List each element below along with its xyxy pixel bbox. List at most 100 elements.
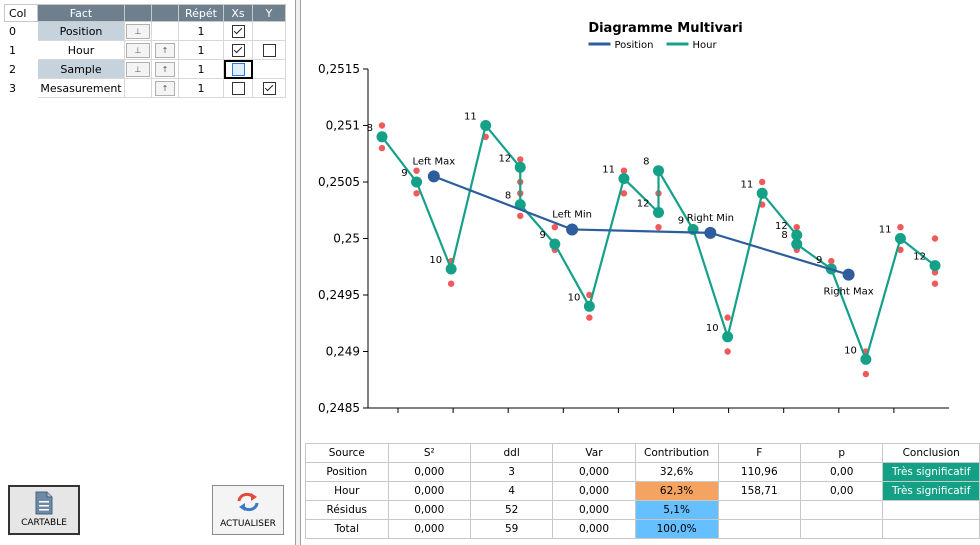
- factor-repet[interactable]: 1: [178, 78, 224, 98]
- actualiser-label: ACTUALISER: [220, 519, 276, 529]
- factor-xs-cell: [223, 78, 253, 98]
- anova-row: Résidus 0,000 52 0,000 5,1%: [305, 500, 980, 520]
- factor-up-cell: ↑: [151, 40, 179, 60]
- y-checkbox[interactable]: [262, 81, 276, 95]
- anova-header-contribution: Contribution: [634, 443, 719, 463]
- factor-col-index: 0: [4, 21, 38, 41]
- anova-cell-ddl: 3: [469, 462, 554, 482]
- xs-header: Xs: [223, 4, 253, 22]
- factor-up-cell: ↑: [151, 78, 179, 98]
- position-series-line: [433, 175, 849, 276]
- factor-y-cell: [252, 78, 286, 98]
- hour-point-label: 8: [781, 230, 787, 241]
- factor-name[interactable]: Hour: [37, 40, 125, 60]
- anova-cell-source: Résidus: [305, 500, 389, 520]
- hour-point-label: 11: [879, 225, 892, 236]
- anova-cell-var: 0,000: [552, 462, 636, 482]
- hour-point-label: 11: [740, 179, 753, 190]
- hour-point-label: 12: [775, 221, 788, 232]
- factor-repet[interactable]: 1: [178, 21, 224, 41]
- hour-point: [929, 260, 941, 272]
- anova-row: Position 0,000 3 0,000 32,6% 110,96 0,00 Très s…: [305, 462, 980, 482]
- hour-point: [653, 165, 664, 177]
- factor-down-cell: ⊥: [124, 21, 152, 41]
- xs-checkbox[interactable]: [231, 81, 245, 95]
- factor-name[interactable]: Position: [37, 21, 125, 41]
- factor-down-cell: ⊥: [124, 59, 152, 79]
- anova-cell-source: Hour: [305, 481, 389, 501]
- factor-row[interactable]: 2 Sample ⊥ ↑ 1: [4, 59, 286, 79]
- y-header: Y: [252, 4, 286, 22]
- anova-header-f: F: [717, 443, 802, 463]
- y-tick-label: 0,2485: [318, 401, 360, 415]
- factor-y-cell: [252, 40, 286, 60]
- chart-panel: Diagramme Multivari Position Hour 0,2515 0,2…: [300, 0, 980, 545]
- anova-cell-var: 0,000: [552, 481, 636, 501]
- move-up-button[interactable]: ↑: [155, 80, 175, 96]
- anova-header-source: Source: [305, 443, 389, 463]
- factor-row[interactable]: 0 Position ⊥ 1: [4, 21, 286, 41]
- hour-point-label: 10: [844, 345, 857, 356]
- hour-point-label: 8: [505, 191, 511, 202]
- anova-header-conclusion: Conclusion: [882, 443, 980, 463]
- hour-point-label: 9: [401, 168, 407, 179]
- hour-point: [791, 238, 803, 250]
- legend-hour-label: Hour: [693, 40, 718, 51]
- hour-point-label: 11: [602, 165, 615, 176]
- anova-cell-s2: 0,000: [387, 500, 471, 520]
- anova-cell-f: [717, 500, 802, 520]
- raw-data-point: [620, 167, 628, 174]
- down-header: [124, 4, 152, 22]
- hour-point-label: 10: [429, 255, 442, 266]
- move-down-button[interactable]: ⊥: [126, 61, 150, 77]
- hour-point-label: 9: [816, 255, 822, 266]
- hour-point-label: 8: [643, 157, 649, 168]
- cartable-button[interactable]: CARTABLE: [8, 485, 80, 535]
- raw-data-point: [517, 156, 524, 163]
- move-up-button[interactable]: ↑: [155, 61, 175, 77]
- hour-point-label: 9: [678, 215, 684, 226]
- anova-cell-source: Total: [305, 519, 389, 539]
- anova-cell-contribution: 32,6%: [634, 462, 719, 482]
- raw-data-point: [378, 144, 386, 152]
- factor-col-index: 2: [4, 59, 38, 79]
- factor-repet[interactable]: 1: [178, 40, 224, 60]
- factor-panel: Col Fact Répét Xs Y 0 Position ⊥ 1 1 Hour ⊥ ↑ 1 2…: [0, 0, 296, 545]
- refresh-icon: [237, 492, 259, 512]
- actualiser-button[interactable]: ACTUALISER: [212, 485, 284, 535]
- anova-cell-p: 0,00: [800, 481, 884, 501]
- raw-data-point: [793, 224, 800, 231]
- anova-cell-s2: 0,000: [387, 519, 471, 539]
- factor-down-cell: ⊥: [124, 40, 152, 60]
- hour-point: [514, 161, 526, 173]
- factor-up-cell: [151, 21, 179, 41]
- xs-checkbox[interactable]: [231, 62, 245, 76]
- anova-cell-var: 0,000: [552, 519, 636, 539]
- factor-row[interactable]: 1 Hour ⊥ ↑ 1: [4, 40, 286, 60]
- factor-name[interactable]: Mesasurement: [37, 78, 125, 98]
- factor-name[interactable]: Sample: [37, 59, 125, 79]
- position-point-label: Right Max: [824, 287, 874, 298]
- xs-checkbox[interactable]: [231, 24, 245, 38]
- factor-row[interactable]: 3 Mesasurement ↑ 1: [4, 78, 286, 98]
- move-down-button[interactable]: ⊥: [126, 42, 150, 58]
- anova-table: Source S² ddl Var Contribution F p Concl…: [305, 443, 980, 539]
- anova-cell-contribution: 5,1%: [634, 500, 719, 520]
- anova-cell-conclusion: Très significatif: [882, 462, 980, 482]
- factor-down-cell: [124, 78, 152, 98]
- fact-header: Fact: [37, 4, 125, 22]
- anova-cell-conclusion: [882, 519, 980, 539]
- raw-data-point: [447, 280, 455, 287]
- y-checkbox[interactable]: [262, 43, 276, 57]
- raw-data-point: [897, 246, 904, 253]
- document-icon: [35, 491, 53, 515]
- raw-data-point: [897, 224, 904, 231]
- move-up-button[interactable]: ↑: [155, 42, 175, 58]
- factor-repet[interactable]: 1: [178, 59, 224, 79]
- factor-y-cell: [252, 21, 286, 41]
- hour-point: [549, 238, 561, 250]
- xs-checkbox[interactable]: [231, 43, 245, 57]
- anova-cell-source: Position: [305, 462, 389, 482]
- raw-data-point: [517, 212, 524, 220]
- move-down-button[interactable]: ⊥: [126, 23, 150, 39]
